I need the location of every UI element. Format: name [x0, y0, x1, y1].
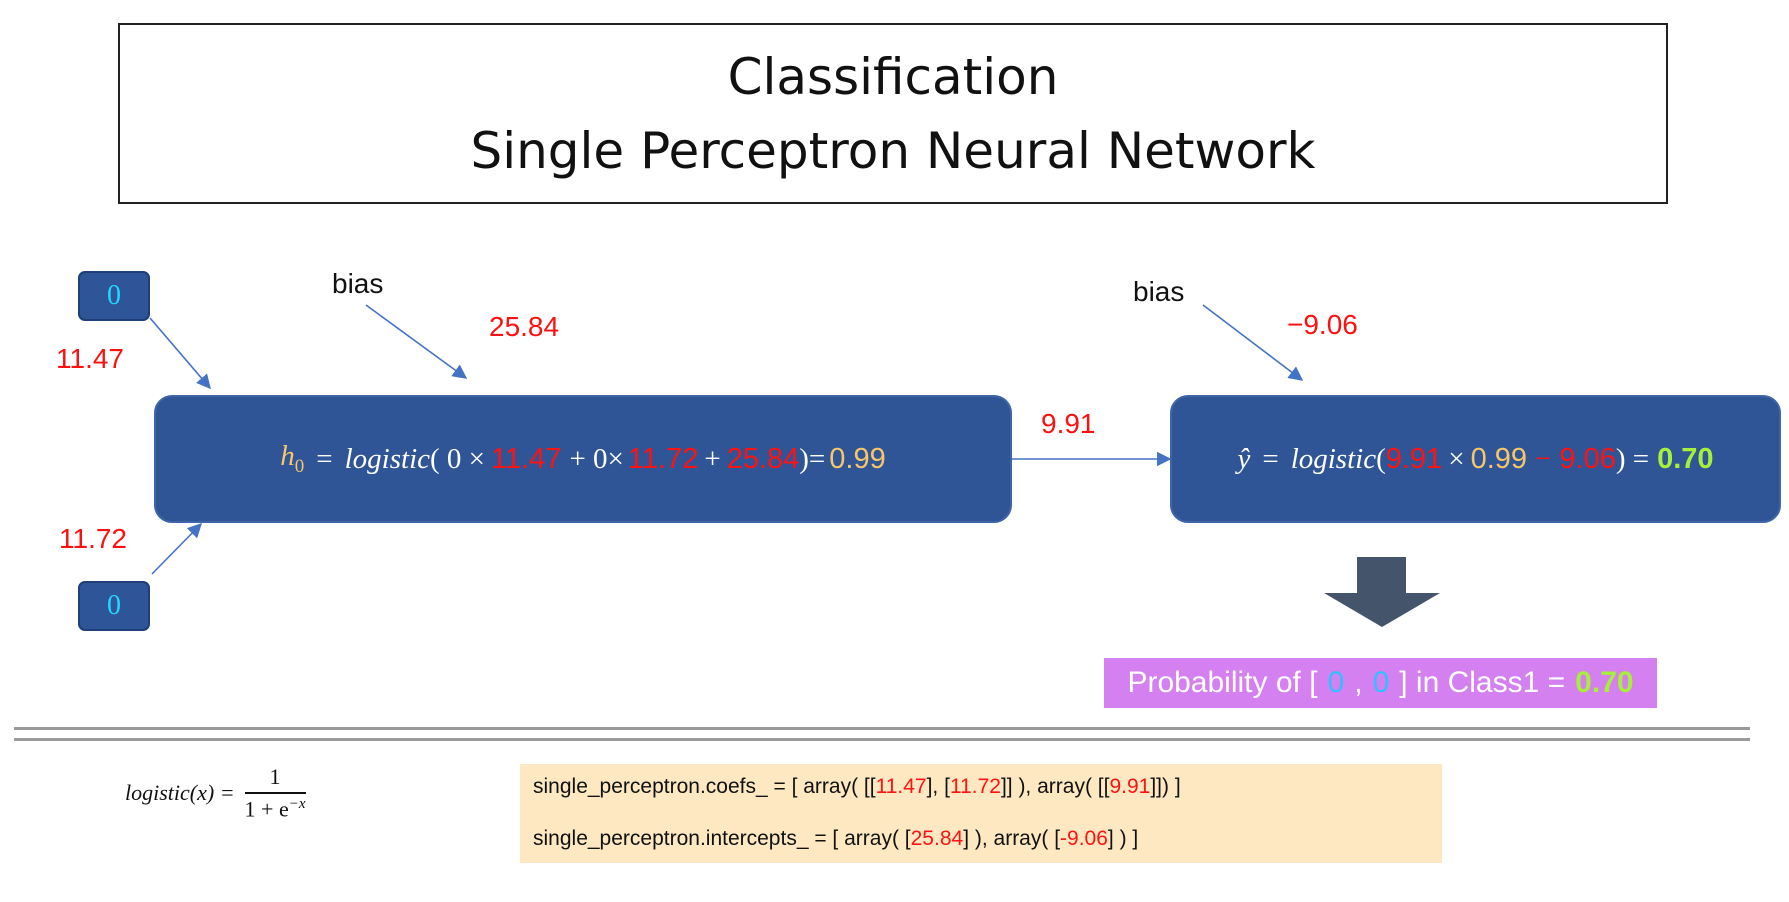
hidden-lhs-symbol: h: [280, 440, 295, 473]
hidden-lhs: h0: [280, 440, 304, 478]
input-value-1: 0: [107, 280, 121, 311]
output-eq: =: [1262, 442, 1279, 475]
divider-bottom: [14, 738, 1750, 741]
output-bias: 9.06: [1559, 442, 1616, 475]
logistic-denominator: 1 + e−x: [245, 794, 306, 822]
code-line2-v2: -9.06: [1060, 827, 1108, 850]
hidden-eq: =: [316, 442, 333, 475]
hidden-open: ( 0 ×: [430, 442, 486, 475]
output-w: 9.91: [1385, 442, 1443, 475]
title-box: Classification Single Perceptron Neural …: [118, 23, 1668, 204]
code-line-intercepts: single_perceptron.intercepts_ = [ array(…: [533, 827, 1138, 851]
code-line1-v3: 9.91: [1109, 775, 1151, 798]
logistic-formula: logistic(x) = 1 1 + e−x: [125, 763, 306, 823]
code-line-coefs: single_perceptron.coefs_ = [ array( [[11…: [533, 775, 1181, 799]
input-value-2: 0: [107, 590, 121, 621]
hidden-bias: 25.84: [726, 442, 800, 475]
output-func: logistic: [1290, 442, 1377, 475]
code-line2-prefix: single_perceptron.intercepts_ = [ array(…: [533, 827, 911, 850]
hidden-w2: 11.72: [627, 442, 699, 475]
logistic-denominator-base: 1 + e: [244, 795, 289, 821]
code-line1-mid1: ], [: [926, 775, 950, 798]
logistic-numerator: 1: [269, 764, 281, 790]
code-line1-v1: 11.47: [875, 775, 927, 798]
code-line1-v2: 11.72: [949, 775, 1001, 798]
bias-label-hidden: bias: [332, 268, 384, 299]
divider-top: [14, 727, 1750, 730]
hidden-func: logistic: [344, 442, 430, 475]
weight-bias-hidden-label: 25.84: [489, 311, 560, 342]
hidden-node: h0 = logistic ( 0 × 11.47 + 0× 11.72 + 2…: [154, 395, 1012, 523]
hidden-close: )=: [799, 442, 826, 475]
title-line-2: Single Perceptron Neural Network: [470, 121, 1316, 180]
weight-out-label: 9.91: [1041, 408, 1096, 439]
probability-value: 0.70: [1575, 666, 1634, 699]
code-line2-suffix: ] ) ]: [1107, 827, 1139, 850]
code-line1-mid2: ]] ), array( [[: [1000, 775, 1110, 798]
weight-bias-out-label: −9.06: [1287, 309, 1358, 340]
output-result: 0.70: [1657, 442, 1714, 475]
hidden-result: 0.99: [829, 442, 886, 475]
arrow-bias-to-output: [1202, 304, 1304, 381]
probability-suffix: ] in Class1 =: [1399, 666, 1566, 699]
code-line2-mid: ] ), array( [: [963, 827, 1061, 850]
output-times: ×: [1448, 442, 1465, 475]
input-node-2: 0: [78, 581, 150, 631]
output-open: (: [1376, 442, 1386, 475]
input-node-1: 0: [78, 271, 150, 321]
hidden-lhs-sub: 0: [294, 455, 305, 477]
arrow-bias-to-hidden: [365, 304, 468, 379]
probability-prefix: Probability of [: [1127, 666, 1318, 699]
hidden-plus2: +: [704, 442, 721, 475]
hidden-plus1: + 0×: [569, 442, 624, 475]
down-arrow-icon: [1324, 557, 1440, 627]
title-line-1: Classification: [727, 47, 1059, 106]
probability-box: Probability of [ 0 , 0 ] in Class1 = 0.7…: [1104, 658, 1657, 708]
code-box: single_perceptron.coefs_ = [ array( [[11…: [520, 764, 1442, 863]
code-line1-prefix: single_perceptron.coefs_ = [ array( [[: [533, 775, 876, 798]
arrow-input1-to-hidden: [149, 317, 211, 390]
weight-w2-label: 11.72: [59, 523, 127, 554]
bias-label-output: bias: [1133, 276, 1185, 307]
logistic-lhs: logistic(x) =: [125, 780, 235, 805]
output-minus: −: [1535, 442, 1552, 475]
output-close: ) =: [1615, 442, 1650, 475]
code-line1-suffix: ]]) ]: [1150, 775, 1181, 798]
logistic-fraction: 1 1 + e−x: [244, 764, 306, 822]
hidden-w1: 11.47: [491, 442, 562, 475]
probability-x2: 0: [1372, 666, 1390, 699]
output-lhs: ŷ: [1237, 442, 1251, 475]
weight-w1-label: 11.47: [56, 343, 124, 374]
probability-sep: ,: [1354, 666, 1363, 699]
output-h: 0.99: [1470, 442, 1528, 475]
output-node: ŷ = logistic ( 9.91 × 0.99 − 9.06 ) = 0.…: [1170, 395, 1781, 523]
code-line2-v1: 25.84: [910, 827, 964, 850]
fraction-bar: [244, 792, 306, 794]
arrow-input2-to-hidden: [151, 522, 203, 575]
probability-x1: 0: [1327, 666, 1345, 699]
logistic-denominator-exp: −x: [288, 795, 306, 812]
